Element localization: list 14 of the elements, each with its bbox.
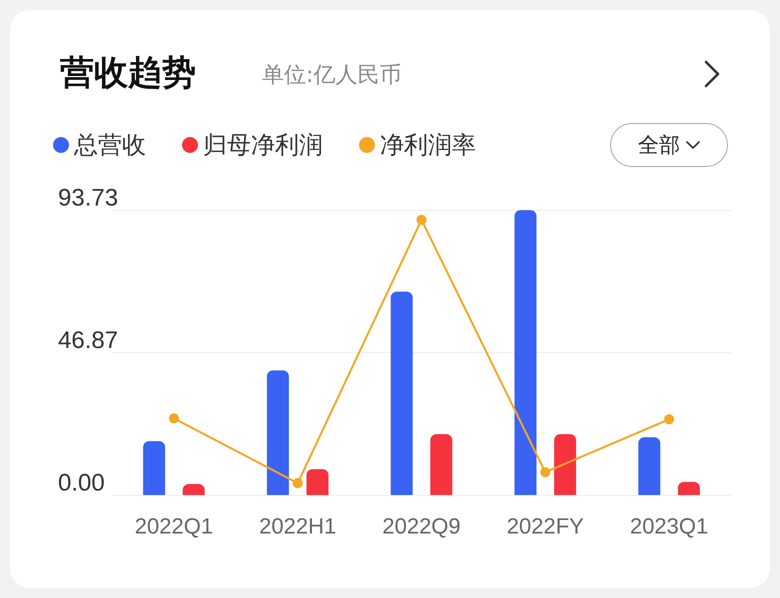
x-tick-label: 2022Q1 xyxy=(134,514,214,538)
x-tick-label: 2022FY xyxy=(506,514,584,538)
legend-label: 归母净利润 xyxy=(203,131,323,159)
legend-label: 净利润率 xyxy=(380,131,476,159)
dropdown-button: 全部 xyxy=(610,123,728,167)
chart-title: 营收趋势 xyxy=(60,52,196,95)
x-tick-label: 2022Q9 xyxy=(382,514,461,538)
y-tick-label: 93.73 xyxy=(58,184,118,212)
chart-subtitle: 单位:亿人民币 xyxy=(262,62,402,90)
x-tick-label: 2022H1 xyxy=(259,514,336,538)
x-tick-label: 2023Q1 xyxy=(630,514,708,538)
y-tick-label: 46.87 xyxy=(58,326,118,354)
legend-label: 总营收 xyxy=(73,131,146,159)
y-tick-label: 0.00 xyxy=(58,470,105,496)
